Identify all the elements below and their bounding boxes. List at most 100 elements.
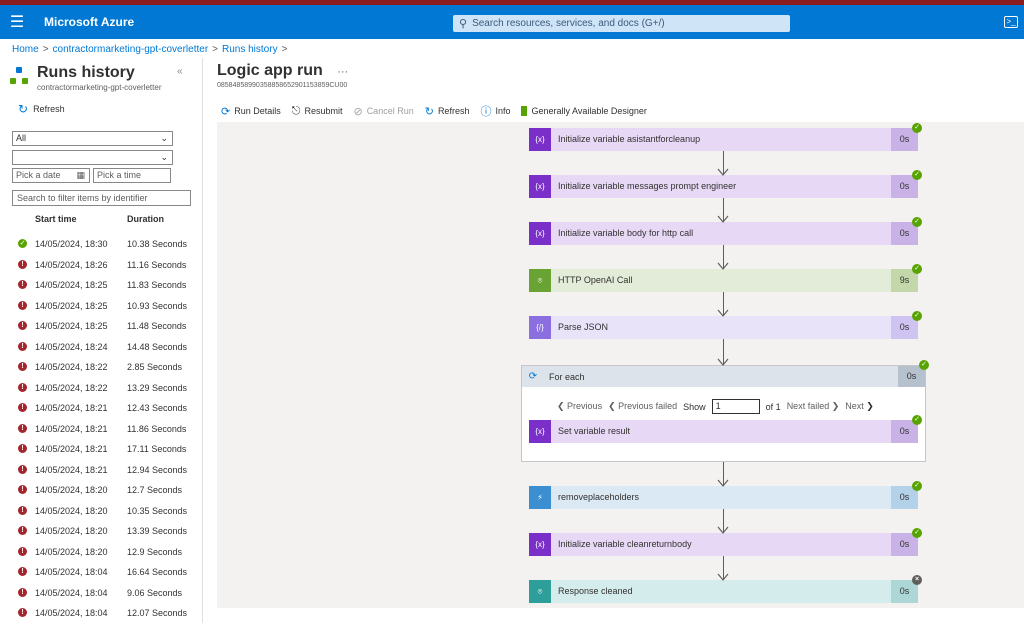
workflow-step[interactable]: {x} Initialize variable messages prompt e… bbox=[529, 175, 918, 198]
run-row[interactable]: ! 14/05/2024, 18:22 2.85 Seconds bbox=[0, 357, 203, 378]
run-row[interactable]: ! 14/05/2024, 18:21 17.11 Seconds bbox=[0, 439, 203, 460]
success-check-icon: ✓ bbox=[18, 239, 27, 248]
more-options-icon[interactable]: ··· bbox=[337, 66, 349, 78]
breadcrumb-home[interactable]: Home bbox=[12, 44, 39, 55]
menu-icon[interactable]: ☰ bbox=[9, 14, 25, 31]
failed-alert-icon: ! bbox=[18, 526, 27, 535]
success-check-icon: ✓ bbox=[912, 264, 922, 274]
run-start-time: 14/05/2024, 18:25 bbox=[35, 300, 108, 311]
run-details-label: Run Details bbox=[234, 106, 281, 116]
run-row[interactable]: ! 14/05/2024, 18:25 10.93 Seconds bbox=[0, 296, 203, 317]
breadcrumb-logic-app[interactable]: contractormarketing-gpt-coverletter bbox=[52, 44, 209, 55]
run-duration: 2.85 Seconds bbox=[127, 362, 183, 373]
identifier-search-input[interactable]: Search to filter items by identifier bbox=[12, 190, 191, 206]
refresh-run-button[interactable]: ↻ Refresh bbox=[425, 105, 470, 118]
workflow-step[interactable]: {x} Initialize variable asistantforcleanu… bbox=[529, 128, 918, 151]
page-title-text: Logic app run bbox=[217, 62, 323, 79]
run-row[interactable]: ! 14/05/2024, 18:22 13.29 Seconds bbox=[0, 378, 203, 399]
refresh-runs-button[interactable]: ↻ Refresh bbox=[18, 102, 65, 116]
run-start-time: 14/05/2024, 18:20 bbox=[35, 485, 108, 496]
column-header-duration[interactable]: Duration bbox=[127, 214, 164, 224]
run-row[interactable]: ! 14/05/2024, 18:20 12.9 Seconds bbox=[0, 542, 203, 563]
workflow-step[interactable]: {x} Initialize variable body for http cal… bbox=[529, 222, 918, 245]
next-button[interactable]: Next ❯ bbox=[845, 401, 874, 411]
step-duration: 0s bbox=[891, 128, 918, 151]
failed-alert-icon: ! bbox=[18, 300, 27, 310]
date-picker-input[interactable]: Pick a date ▦ bbox=[12, 168, 90, 183]
run-row[interactable]: ! 14/05/2024, 18:20 10.35 Seconds bbox=[0, 501, 203, 522]
success-check-icon: ✓ bbox=[912, 123, 922, 133]
step-label: Initialize variable cleanreturnbody bbox=[551, 533, 891, 556]
run-start-time: 14/05/2024, 18:22 bbox=[35, 362, 108, 373]
run-row[interactable]: ! 14/05/2024, 18:24 14.48 Seconds bbox=[0, 337, 203, 358]
run-row[interactable]: ✓ 14/05/2024, 18:30 10.38 Seconds bbox=[0, 234, 203, 255]
run-duration: 14.48 Seconds bbox=[127, 341, 188, 352]
designer-button[interactable]: Generally Available Designer bbox=[521, 106, 647, 116]
azure-brand[interactable]: Microsoft Azure bbox=[44, 15, 135, 29]
workflow-step[interactable]: ⌾ HTTP OpenAI Call 9s bbox=[529, 269, 918, 292]
column-header-start-time[interactable]: Start time bbox=[35, 214, 77, 224]
cancel-run-button[interactable]: ⊘ Cancel Run bbox=[353, 105, 413, 118]
run-start-time: 14/05/2024, 18:04 bbox=[35, 567, 108, 578]
run-start-time: 14/05/2024, 18:20 bbox=[35, 505, 108, 516]
secondary-filter-select[interactable]: ⌄ bbox=[12, 150, 173, 165]
failed-alert-icon: ! bbox=[18, 464, 27, 474]
success-check-icon: ✓ bbox=[912, 415, 922, 425]
failed-alert-icon: ! bbox=[18, 567, 27, 576]
run-row[interactable]: ! 14/05/2024, 18:04 12.07 Seconds bbox=[0, 603, 203, 624]
info-button[interactable]: ⓘ Info bbox=[480, 103, 510, 119]
run-start-time: 14/05/2024, 18:21 bbox=[35, 423, 108, 434]
run-row[interactable]: ! 14/05/2024, 18:21 12.43 Seconds bbox=[0, 398, 203, 419]
variable-icon: {x} bbox=[529, 222, 551, 245]
run-row[interactable]: ! 14/05/2024, 18:25 11.83 Seconds bbox=[0, 275, 203, 296]
foreach-header[interactable]: ⟳ For each 0s bbox=[522, 366, 925, 387]
breadcrumb: Home > contractormarketing-gpt-coverlett… bbox=[12, 44, 287, 55]
skipped-icon: × bbox=[912, 575, 922, 585]
previous-failed-button[interactable]: ❮ Previous failed bbox=[608, 401, 678, 411]
resubmit-button[interactable]: ⎋ Resubmit bbox=[292, 105, 343, 118]
designer-label: Generally Available Designer bbox=[531, 106, 647, 116]
run-duration: 10.38 Seconds bbox=[127, 239, 188, 250]
run-row[interactable]: ! 14/05/2024, 18:04 9.06 Seconds bbox=[0, 583, 203, 604]
chevron-down-icon: ⌄ bbox=[160, 152, 168, 162]
info-icon: ⓘ bbox=[480, 106, 492, 118]
response-icon: ⌾ bbox=[529, 580, 551, 603]
run-row[interactable]: ! 14/05/2024, 18:26 11.16 Seconds bbox=[0, 255, 203, 276]
run-row[interactable]: ! 14/05/2024, 18:20 13.39 Seconds bbox=[0, 521, 203, 542]
step-duration: 0s bbox=[891, 486, 918, 509]
breadcrumb-runs-history[interactable]: Runs history bbox=[222, 44, 278, 55]
connector-arrow bbox=[723, 509, 724, 532]
run-row[interactable]: ! 14/05/2024, 18:20 12.7 Seconds bbox=[0, 480, 203, 501]
workflow-step[interactable]: {x} Initialize variable cleanreturnbody 0s bbox=[529, 533, 918, 556]
run-row[interactable]: ! 14/05/2024, 18:21 11.86 Seconds bbox=[0, 419, 203, 440]
time-picker-input[interactable]: Pick a time bbox=[93, 168, 171, 183]
workflow-step[interactable]: {/} Parse JSON 0s bbox=[529, 316, 918, 339]
collapse-panel-icon[interactable]: « bbox=[177, 66, 183, 77]
history-icon: ⟳ bbox=[221, 105, 231, 118]
arrowhead-icon bbox=[717, 309, 729, 317]
run-start-time: 14/05/2024, 18:22 bbox=[35, 382, 108, 393]
iteration-page-input[interactable]: 1 bbox=[711, 399, 760, 414]
run-duration: 11.48 Seconds bbox=[127, 321, 187, 332]
status-filter-select[interactable]: All ⌄ bbox=[12, 131, 173, 146]
run-duration: 17.11 Seconds bbox=[127, 444, 187, 455]
workflow-step[interactable]: ⌾ Response cleaned 0s bbox=[529, 580, 918, 603]
run-duration: 12.07 Seconds bbox=[127, 608, 188, 619]
next-label: Next bbox=[845, 401, 864, 411]
connector-arrow bbox=[723, 198, 724, 221]
workflow-canvas[interactable]: ⟳ For each 0s ✓ ❮ Previous ❮ Previous fa… bbox=[217, 122, 1024, 608]
variable-icon: {x} bbox=[529, 128, 551, 151]
workflow-step[interactable]: ⚡ removeplaceholders 0s bbox=[529, 486, 918, 509]
cloud-shell-icon[interactable]: >_ bbox=[1004, 16, 1018, 28]
run-details-button[interactable]: ⟳ Run Details bbox=[221, 105, 281, 118]
run-row[interactable]: ! 14/05/2024, 18:25 11.48 Seconds bbox=[0, 316, 203, 337]
next-failed-button[interactable]: Next failed ❯ bbox=[786, 401, 840, 411]
breadcrumb-separator: > bbox=[212, 44, 218, 55]
global-search-input[interactable]: ⚲ Search resources, services, and docs (… bbox=[453, 15, 790, 32]
workflow-step[interactable]: {x} Set variable result 0s bbox=[529, 420, 918, 443]
arrowhead-icon bbox=[717, 168, 729, 176]
run-row[interactable]: ! 14/05/2024, 18:04 16.64 Seconds bbox=[0, 562, 203, 583]
run-duration: 10.93 Seconds bbox=[127, 300, 188, 311]
run-row[interactable]: ! 14/05/2024, 18:21 12.94 Seconds bbox=[0, 460, 203, 481]
previous-button[interactable]: ❮ Previous bbox=[557, 401, 603, 411]
